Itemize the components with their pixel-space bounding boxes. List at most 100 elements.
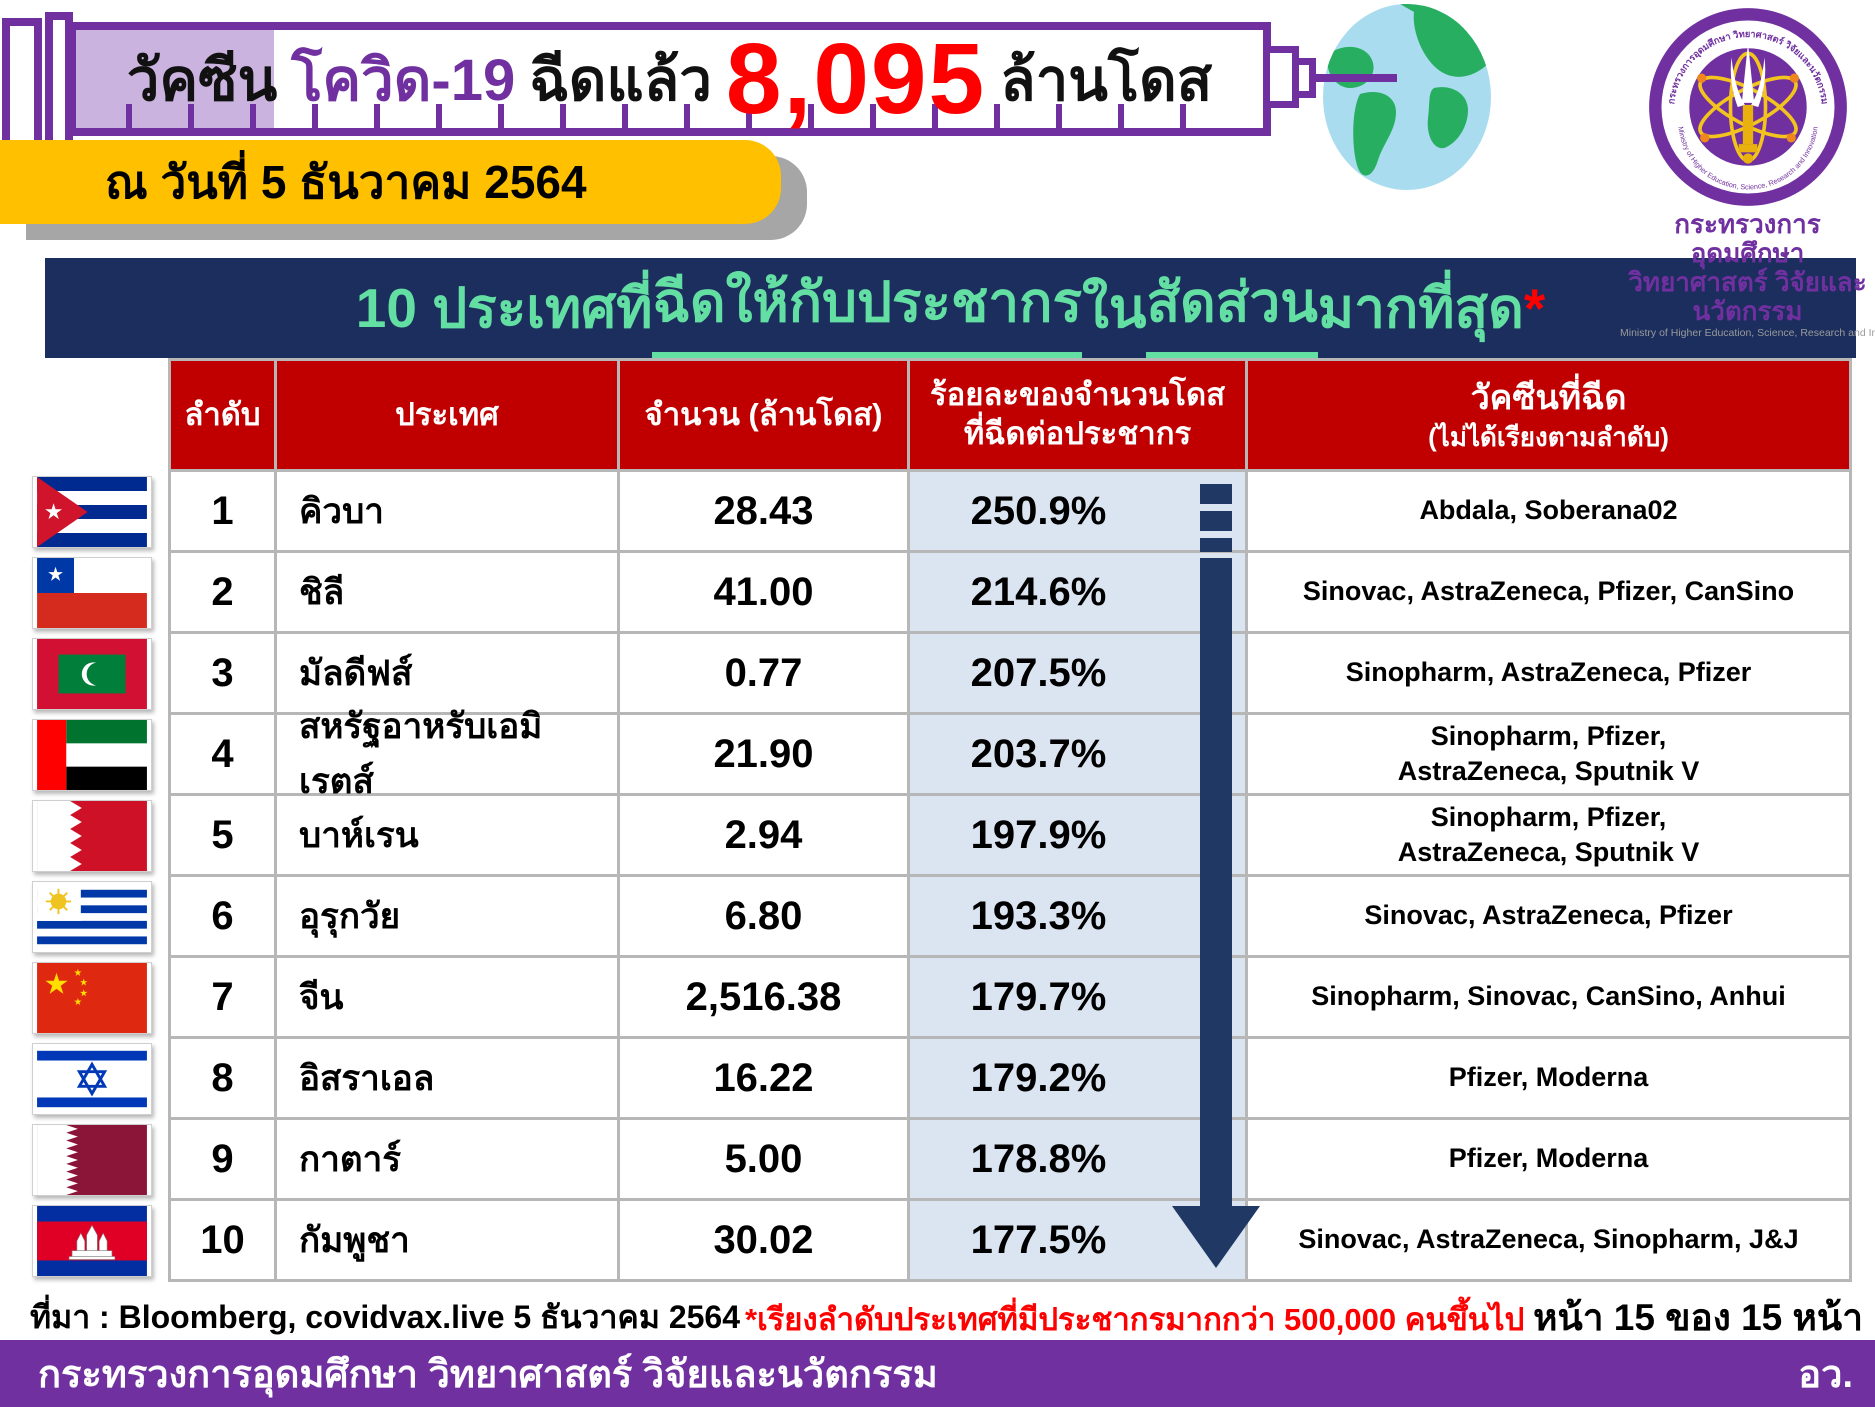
vaccination-table: ลำดับ ประเทศ จำนวน (ล้านโดส) ร้อยละของจำ… — [168, 358, 1852, 1282]
globe-icon — [1322, 2, 1492, 190]
flag-uruguay-icon — [32, 881, 152, 953]
title-underline2: สัดส่วน — [1146, 259, 1318, 358]
flag-cambodia-icon — [32, 1205, 152, 1277]
table-row-amount: 2,516.38 — [620, 958, 907, 1036]
section-title-bar: 10 ประเทศที่ ฉีดให้กับประชากร ใน สัดส่วน มาก… — [45, 258, 1856, 358]
table-row-percent: 203.7% — [910, 715, 1245, 793]
table-row-vaccines: Sinopharm, Pfizer, AstraZeneca, Sputnik … — [1248, 715, 1849, 793]
title-prefix: 10 ประเทศที่ — [355, 276, 653, 339]
table-row-country: ชิลี — [277, 553, 617, 631]
ministry-seal-icon: กระทรวงการอุดมศึกษา วิทยาศาสตร์ วิจัยและ… — [1648, 8, 1847, 206]
ministry-caption-line1: กระทรวงการอุดมศึกษา — [1674, 209, 1821, 269]
source-note: ที่มา : Bloomberg, covidvax.live 5 ธันวา… — [30, 1299, 740, 1335]
table-row-percent: 250.9% — [910, 472, 1245, 550]
footnote-asterisk-text: *เรียงลำดับประเทศที่มีประชากรมากกว่า 500… — [745, 1302, 1525, 1337]
syringe-barrel-icon: วัคซีน โควิด-19 ฉีดแล้ว 8,095 ล้านโดส — [68, 22, 1271, 136]
ministry-caption-english: Ministry of Higher Education, Science, R… — [1620, 327, 1875, 340]
table-row-amount: 21.90 — [620, 715, 907, 793]
table-row-rank: 10 — [171, 1201, 274, 1279]
table-row-vaccines: Sinovac, AstraZeneca, Pfizer, CanSino — [1248, 553, 1849, 631]
table-row-percent: 179.7% — [910, 958, 1245, 1036]
table-row-vaccines: Pfizer, Moderna — [1248, 1120, 1849, 1198]
table-row-amount: 0.77 — [620, 634, 907, 712]
col-header-country: ประเทศ — [277, 361, 617, 469]
table-row-country: อิสราเอล — [277, 1039, 617, 1117]
flag-maldives-icon — [32, 638, 152, 710]
table-row-percent: 197.9% — [910, 796, 1245, 874]
table-row-vaccines: Pfizer, Moderna — [1248, 1039, 1849, 1117]
flag-qatar-icon — [32, 1124, 152, 1196]
ministry-logo-block: กระทรวงการอุดมศึกษา วิทยาศาสตร์ วิจัยและ… — [1620, 4, 1875, 339]
table-row-country: จีน — [277, 958, 617, 1036]
col-header-amount: จำนวน (ล้านโดส) — [620, 361, 907, 469]
headline: วัคซีน โควิด-19 ฉีดแล้ว 8,095 ล้านโดส — [76, 23, 1263, 135]
table-row-amount: 41.00 — [620, 553, 907, 631]
table-row-amount: 5.00 — [620, 1120, 907, 1198]
footer-ministry-name: กระทรวงการอุดมศึกษา วิทยาศาสตร์ วิจัยและ… — [38, 1354, 938, 1396]
table-row-vaccines: Abdala, Soberana02 — [1248, 472, 1849, 550]
table-row-rank: 1 — [171, 472, 274, 550]
rank-arrow-shaft-icon — [1200, 558, 1232, 1208]
title-mid: ใน — [1082, 276, 1147, 339]
headline-unit-label: ล้านโดส — [1000, 47, 1213, 113]
date-text: ณ วันที่ 5 ธันวาคม 2564 — [105, 155, 587, 208]
col-header-percent: ร้อยละของจำนวนโดส ที่ฉีดต่อประชากร — [910, 361, 1245, 469]
rank-arrow-dash-icon — [1200, 511, 1232, 531]
table-row-percent: 214.6% — [910, 553, 1245, 631]
title-suffix: มากที่สุด — [1317, 276, 1524, 339]
table-row-country: สหรัฐอาหรับเอมิเรตส์ — [277, 707, 617, 801]
headline-vaccine-label: วัคซีน — [126, 47, 278, 113]
headline-total-doses-number: 8,095 — [725, 23, 987, 135]
headline-covid-label: โควิด-19 — [291, 47, 516, 113]
table-row-amount: 16.22 — [620, 1039, 907, 1117]
table-row-percent: 178.8% — [910, 1120, 1245, 1198]
page-indicator: หน้า 15 ของ 15 หน้า — [1533, 1297, 1863, 1338]
table-row-amount: 30.02 — [620, 1201, 907, 1279]
table-row-vaccines: Sinopharm, AstraZeneca, Pfizer — [1248, 634, 1849, 712]
table-row-rank: 5 — [171, 796, 274, 874]
flag-israel-icon — [32, 1043, 152, 1115]
rank-arrow-dash-icon — [1200, 484, 1232, 504]
table-row-country: มัลดีฟส์ — [277, 634, 617, 712]
table-row-rank: 8 — [171, 1039, 274, 1117]
footer-abbreviation: อว. — [1798, 1354, 1853, 1396]
table-row-country: คิวบา — [277, 472, 617, 550]
table-row-rank: 7 — [171, 958, 274, 1036]
table-row-vaccines: Sinovac, AstraZeneca, Pfizer — [1248, 877, 1849, 955]
table-row-rank: 6 — [171, 877, 274, 955]
table-row-country: อุรุกวัย — [277, 877, 617, 955]
flag-chile-icon — [32, 557, 152, 629]
table-row-country: กาตาร์ — [277, 1120, 617, 1198]
rank-arrow-dash-icon — [1200, 538, 1232, 552]
syringe-plunger-icon — [2, 18, 42, 156]
syringe-needle-icon — [1309, 74, 1397, 82]
table-row-amount: 6.80 — [620, 877, 907, 955]
flag-cuba-icon — [32, 476, 152, 548]
table-row-percent: 193.3% — [910, 877, 1245, 955]
table-row-rank: 4 — [171, 715, 274, 793]
table-row-amount: 28.43 — [620, 472, 907, 550]
table-row-vaccines: Sinovac, AstraZeneca, Sinopharm, J&J — [1248, 1201, 1849, 1279]
syringe-scale-ticks-icon — [126, 104, 1233, 128]
table-row-vaccines: Sinopharm, Sinovac, CanSino, Anhui — [1248, 958, 1849, 1036]
title-asterisk: * — [1523, 277, 1546, 339]
flag-uae-icon — [32, 719, 152, 791]
table-row-percent: 179.2% — [910, 1039, 1245, 1117]
date-banner: ณ วันที่ 5 ธันวาคม 2564 — [0, 140, 781, 224]
table-row-amount: 2.94 — [620, 796, 907, 874]
flag-bahrain-icon — [32, 800, 152, 872]
table-row-percent: 207.5% — [910, 634, 1245, 712]
col-header-rank: ลำดับ — [171, 361, 274, 469]
table-row-vaccines: Sinopharm, Pfizer, AstraZeneca, Sputnik … — [1248, 796, 1849, 874]
headline-injected-label: ฉีดแล้ว — [529, 47, 712, 113]
ministry-caption-line2: วิทยาศาสตร์ วิจัยและนวัตกรรม — [1628, 267, 1867, 327]
rank-arrow-head-icon — [1172, 1206, 1260, 1268]
flag-china-icon — [32, 962, 152, 1034]
table-row-rank: 2 — [171, 553, 274, 631]
table-row-country: กัมพูชา — [277, 1201, 617, 1279]
table-row-country: บาห์เรน — [277, 796, 617, 874]
table-row-rank: 9 — [171, 1120, 274, 1198]
title-underline1: ฉีดให้กับประชากร — [652, 259, 1083, 358]
footer-bar: กระทรวงการอุดมศึกษา วิทยาศาสตร์ วิจัยและ… — [0, 1340, 1875, 1407]
